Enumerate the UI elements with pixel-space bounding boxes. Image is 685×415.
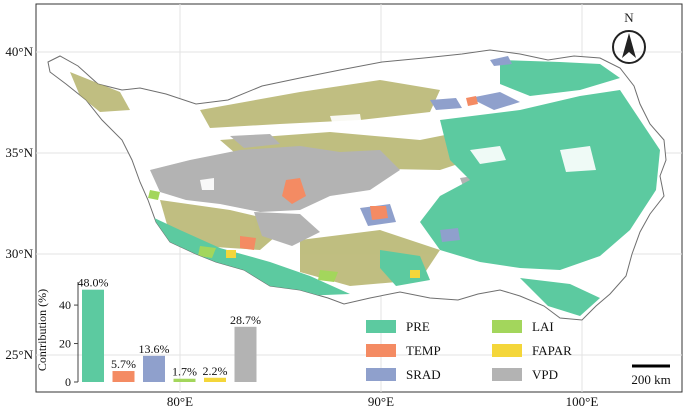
legend-swatch <box>366 344 396 357</box>
chart-value-label: 48.0% <box>78 276 109 290</box>
legend-item-srad: SRAD <box>366 367 441 382</box>
legend-label: PRE <box>406 319 430 334</box>
chart-value-label: 5.7% <box>111 357 136 371</box>
legend-item-fapar: FAPAR <box>492 343 572 358</box>
legend-item-vpd: VPD <box>492 367 558 382</box>
chart-y-ticks: 0 20 40 <box>59 298 78 389</box>
legend-label: FAPAR <box>532 343 572 358</box>
chart-y-tick-label: 40 <box>59 298 71 312</box>
legend-item-pre: PRE <box>366 319 430 334</box>
lon-label: 80°E <box>167 394 193 409</box>
legend-item-temp: TEMP <box>366 343 441 358</box>
chart-y-tick-label: 0 <box>65 375 71 389</box>
north-label: N <box>624 10 634 25</box>
legend-swatch <box>366 368 396 381</box>
lon-label: 90°E <box>368 394 394 409</box>
scale-label: 200 km <box>631 372 670 387</box>
chart-y-tick-label: 20 <box>59 337 71 351</box>
lat-label: 35°N <box>5 145 33 160</box>
legend-swatch <box>492 344 522 357</box>
legend-swatch <box>492 368 522 381</box>
chart-bar-srad <box>143 355 165 382</box>
lat-label: 25°N <box>5 347 33 362</box>
chart-bar-fapar <box>204 377 226 382</box>
dominant-factor-raster <box>70 56 660 316</box>
chart-bar-vpd <box>234 326 257 382</box>
lat-label: 30°N <box>5 246 33 261</box>
legend-swatch <box>492 320 522 333</box>
chart-bars <box>82 289 257 382</box>
chart-bar-lai <box>173 378 196 382</box>
chart-value-label: 13.6% <box>139 342 170 356</box>
legend-label: TEMP <box>406 343 441 358</box>
contribution-bar-chart: Contribution (%) 0 20 40 48.0% 5.7%13.6%1.7… <box>35 276 261 389</box>
chart-value-label: 1.7% <box>172 365 197 379</box>
legend-item-lai: LAI <box>492 319 554 334</box>
north-arrow-icon <box>622 33 636 58</box>
chart-value-labels: 48.0% 5.7%13.6%1.7% 2.2% 28.7% <box>78 276 262 379</box>
compass-ring-icon <box>612 30 646 64</box>
legend-swatch <box>366 320 396 333</box>
legend: PRE LAI TEMP FAPAR SRAD VPD <box>366 319 572 382</box>
lon-label: 100°E <box>566 394 599 409</box>
legend-label: SRAD <box>406 367 441 382</box>
lat-axis: 40°N 35°N 30°N 25°N <box>5 44 33 362</box>
chart-value-label: 28.7% <box>230 313 261 327</box>
chart-value-label: 2.2% <box>203 364 228 378</box>
lat-label: 40°N <box>5 44 33 59</box>
north-arrow: N <box>612 10 646 64</box>
lon-axis: 80°E 90°E 100°E <box>167 394 598 409</box>
scale-bar: 200 km <box>631 364 671 387</box>
chart-bar-temp <box>112 371 135 382</box>
legend-label: LAI <box>532 319 554 334</box>
chart-ylabel: Contribution (%) <box>35 289 49 371</box>
chart-bar-pre <box>82 289 104 382</box>
legend-label: VPD <box>532 367 558 382</box>
